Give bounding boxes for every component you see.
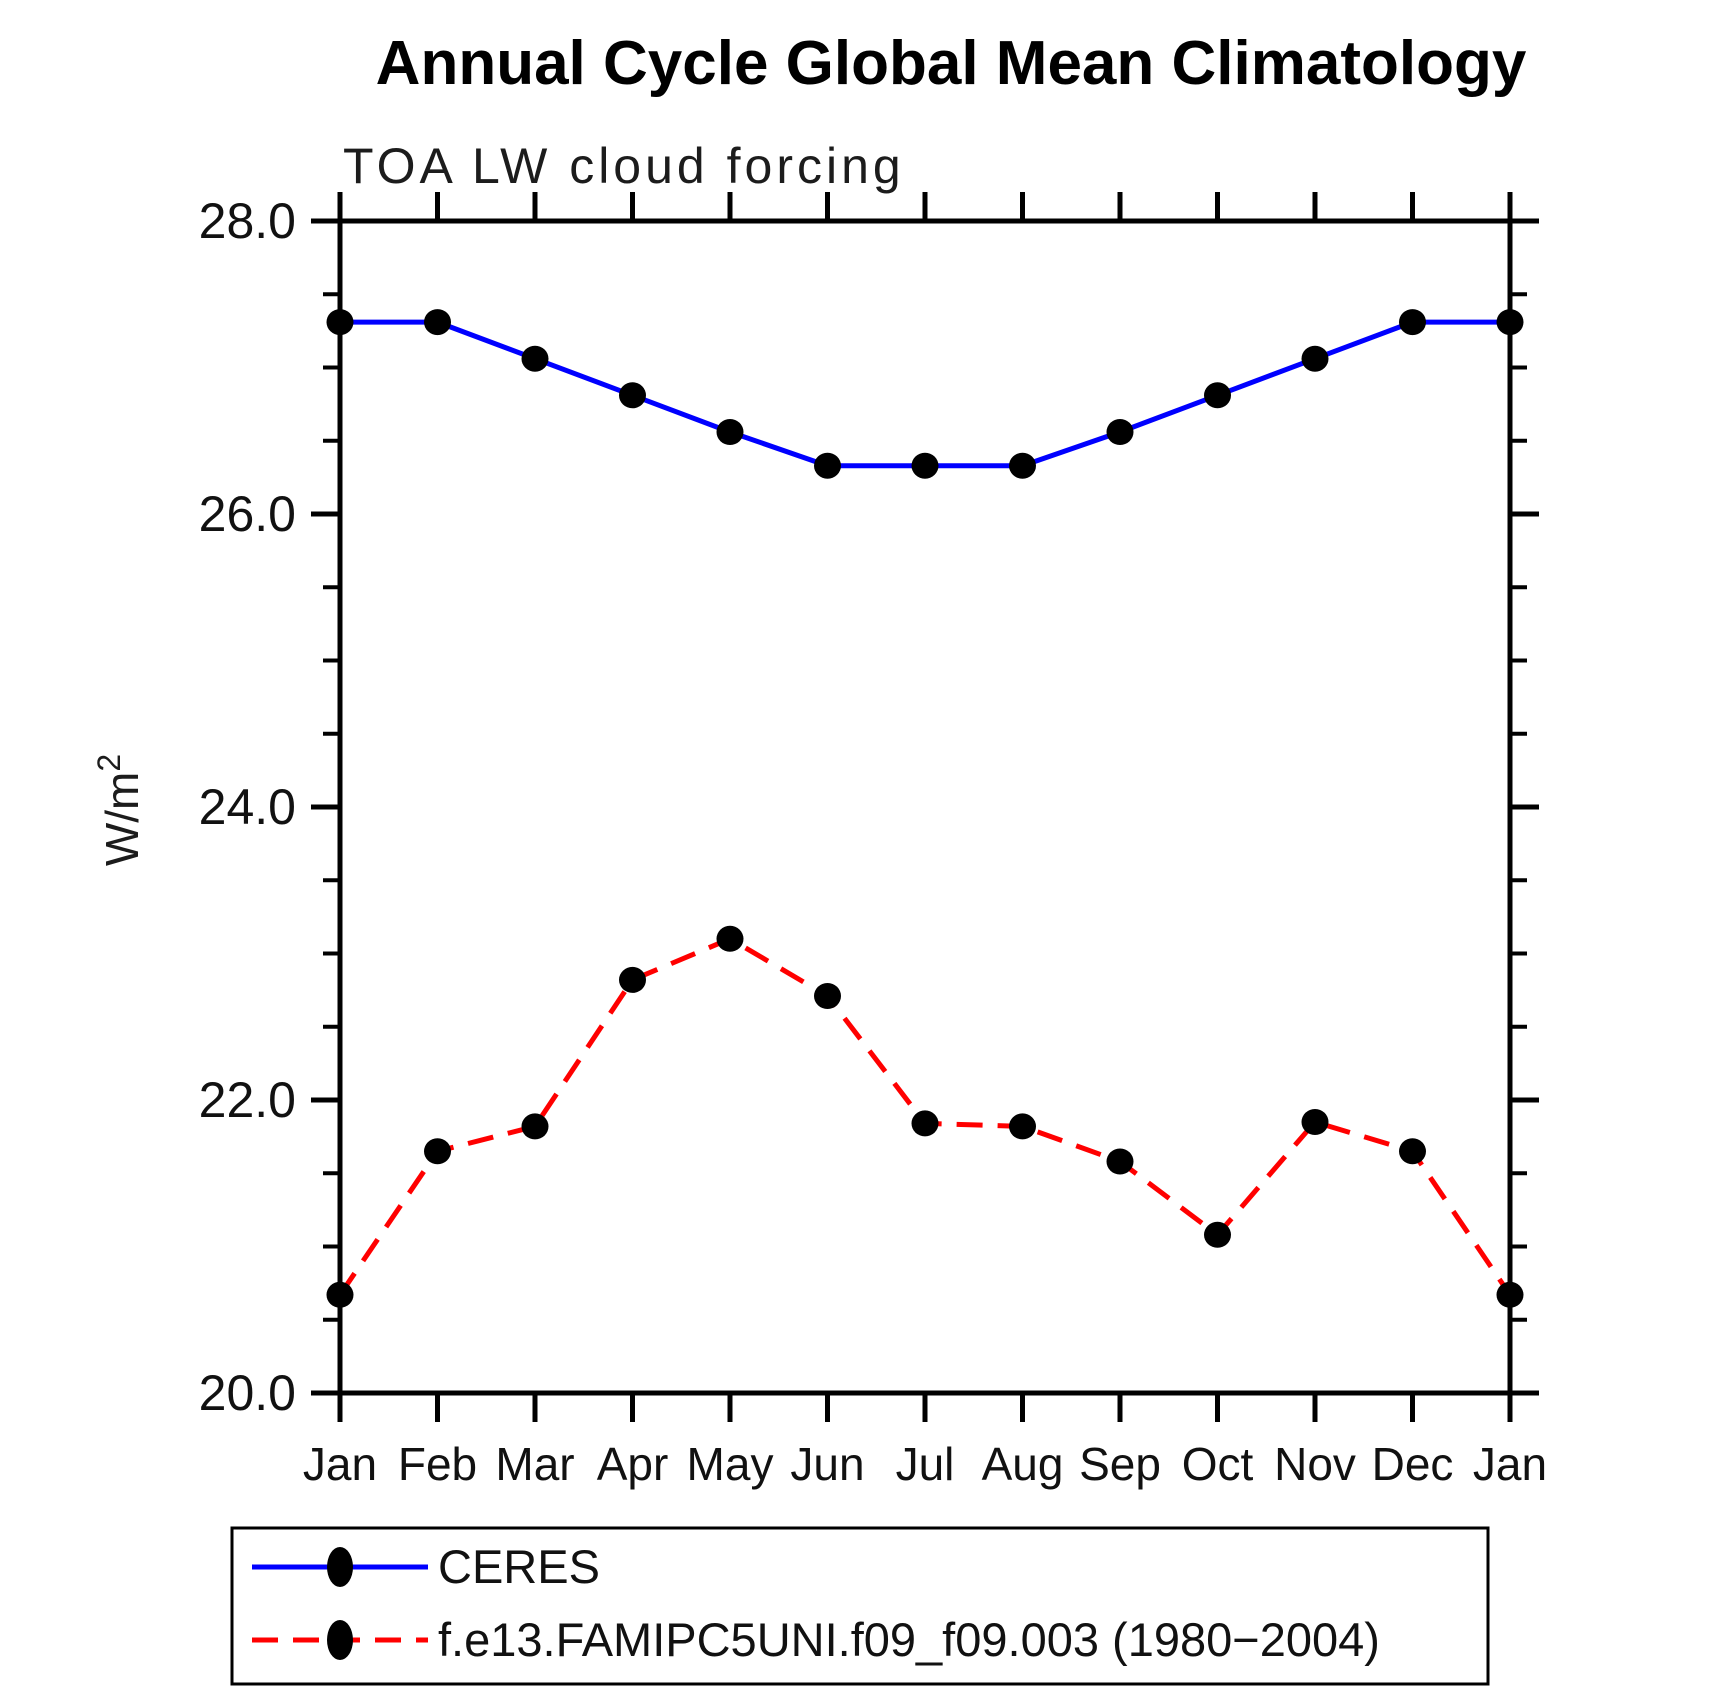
series-marker-1 [1106,1148,1134,1175]
series-marker-1 [1009,1113,1036,1140]
series-marker-0 [814,452,841,479]
x-tick-label: Jan [303,1438,377,1490]
series-marker-1 [911,1110,939,1137]
x-tick-label: Feb [398,1438,477,1490]
legend-sample-marker-0 [327,1547,353,1587]
series-marker-0 [326,309,354,336]
plot-frame [337,218,1513,1396]
chart-title: Annual Cycle Global Mean Climatology [376,29,1527,98]
x-tick-label: Dec [1372,1438,1454,1490]
x-tick-label: Apr [597,1438,669,1490]
series-marker-0 [521,345,549,372]
plot-area: 20.0 22.0 24.0 26.0 28.0 Jan Feb Mar Apr May Jun Ju… [199,192,1547,1490]
series-marker-0 [1204,382,1231,409]
x-tick-label: Aug [982,1438,1064,1490]
x-tick-label: Jan [1473,1438,1547,1490]
series-marker-0 [716,419,744,445]
series-marker-1 [424,1138,451,1165]
legend-sample-marker-1 [327,1620,353,1660]
series-marker-0 [1399,309,1426,336]
y-tick-label: 24.0 [199,779,296,835]
series-line-0 [340,319,1510,469]
series-marker-1 [716,925,744,952]
chart-subtitle: TOA LW cloud forcing [343,138,905,194]
series-marker-1 [1301,1109,1329,1135]
x-tick-label: Nov [1274,1438,1356,1490]
series-marker-0 [911,452,939,479]
series-marker-1 [1399,1138,1426,1165]
legend: CERES f.e13.FAMIPC5UNI.f09_f09.003 (1980−… [230,1526,1490,1686]
series-marker-1 [1496,1281,1524,1308]
y-tick-label: 22.0 [199,1072,296,1128]
legend-label-0: CERES [438,1540,600,1593]
series-marker-0 [424,309,451,336]
legend-box [230,1526,1490,1686]
series-marker-0 [619,382,646,409]
x-tick-label: Mar [495,1438,574,1490]
series-marker-1 [814,983,841,1009]
y-axis-title-base: W/m [96,772,148,867]
series-marker-0 [1106,419,1134,445]
series-marker-0 [1301,345,1329,372]
x-tick-label: Jul [896,1438,955,1490]
y-tick-label: 26.0 [199,486,296,542]
series-marker-1 [326,1281,354,1308]
series-marker-1 [619,966,646,993]
x-tick-label: May [687,1438,774,1490]
series-marker-0 [1496,309,1524,336]
legend-label-1: f.e13.FAMIPC5UNI.f09_f09.003 (1980−2004) [438,1613,1380,1666]
y-tick-label: 28.0 [199,193,296,249]
x-tick-label: Sep [1079,1438,1161,1490]
series-marker-1 [1204,1221,1231,1248]
series-marker-1 [521,1113,549,1140]
x-tick-label: Jun [790,1438,864,1490]
y-axis-title: W/m2 [91,754,148,866]
y-axis-title-exponent: 2 [91,754,127,772]
x-tick-label: Oct [1182,1438,1254,1490]
y-tick-label: 20.0 [199,1365,296,1421]
series-marker-0 [1009,452,1036,479]
